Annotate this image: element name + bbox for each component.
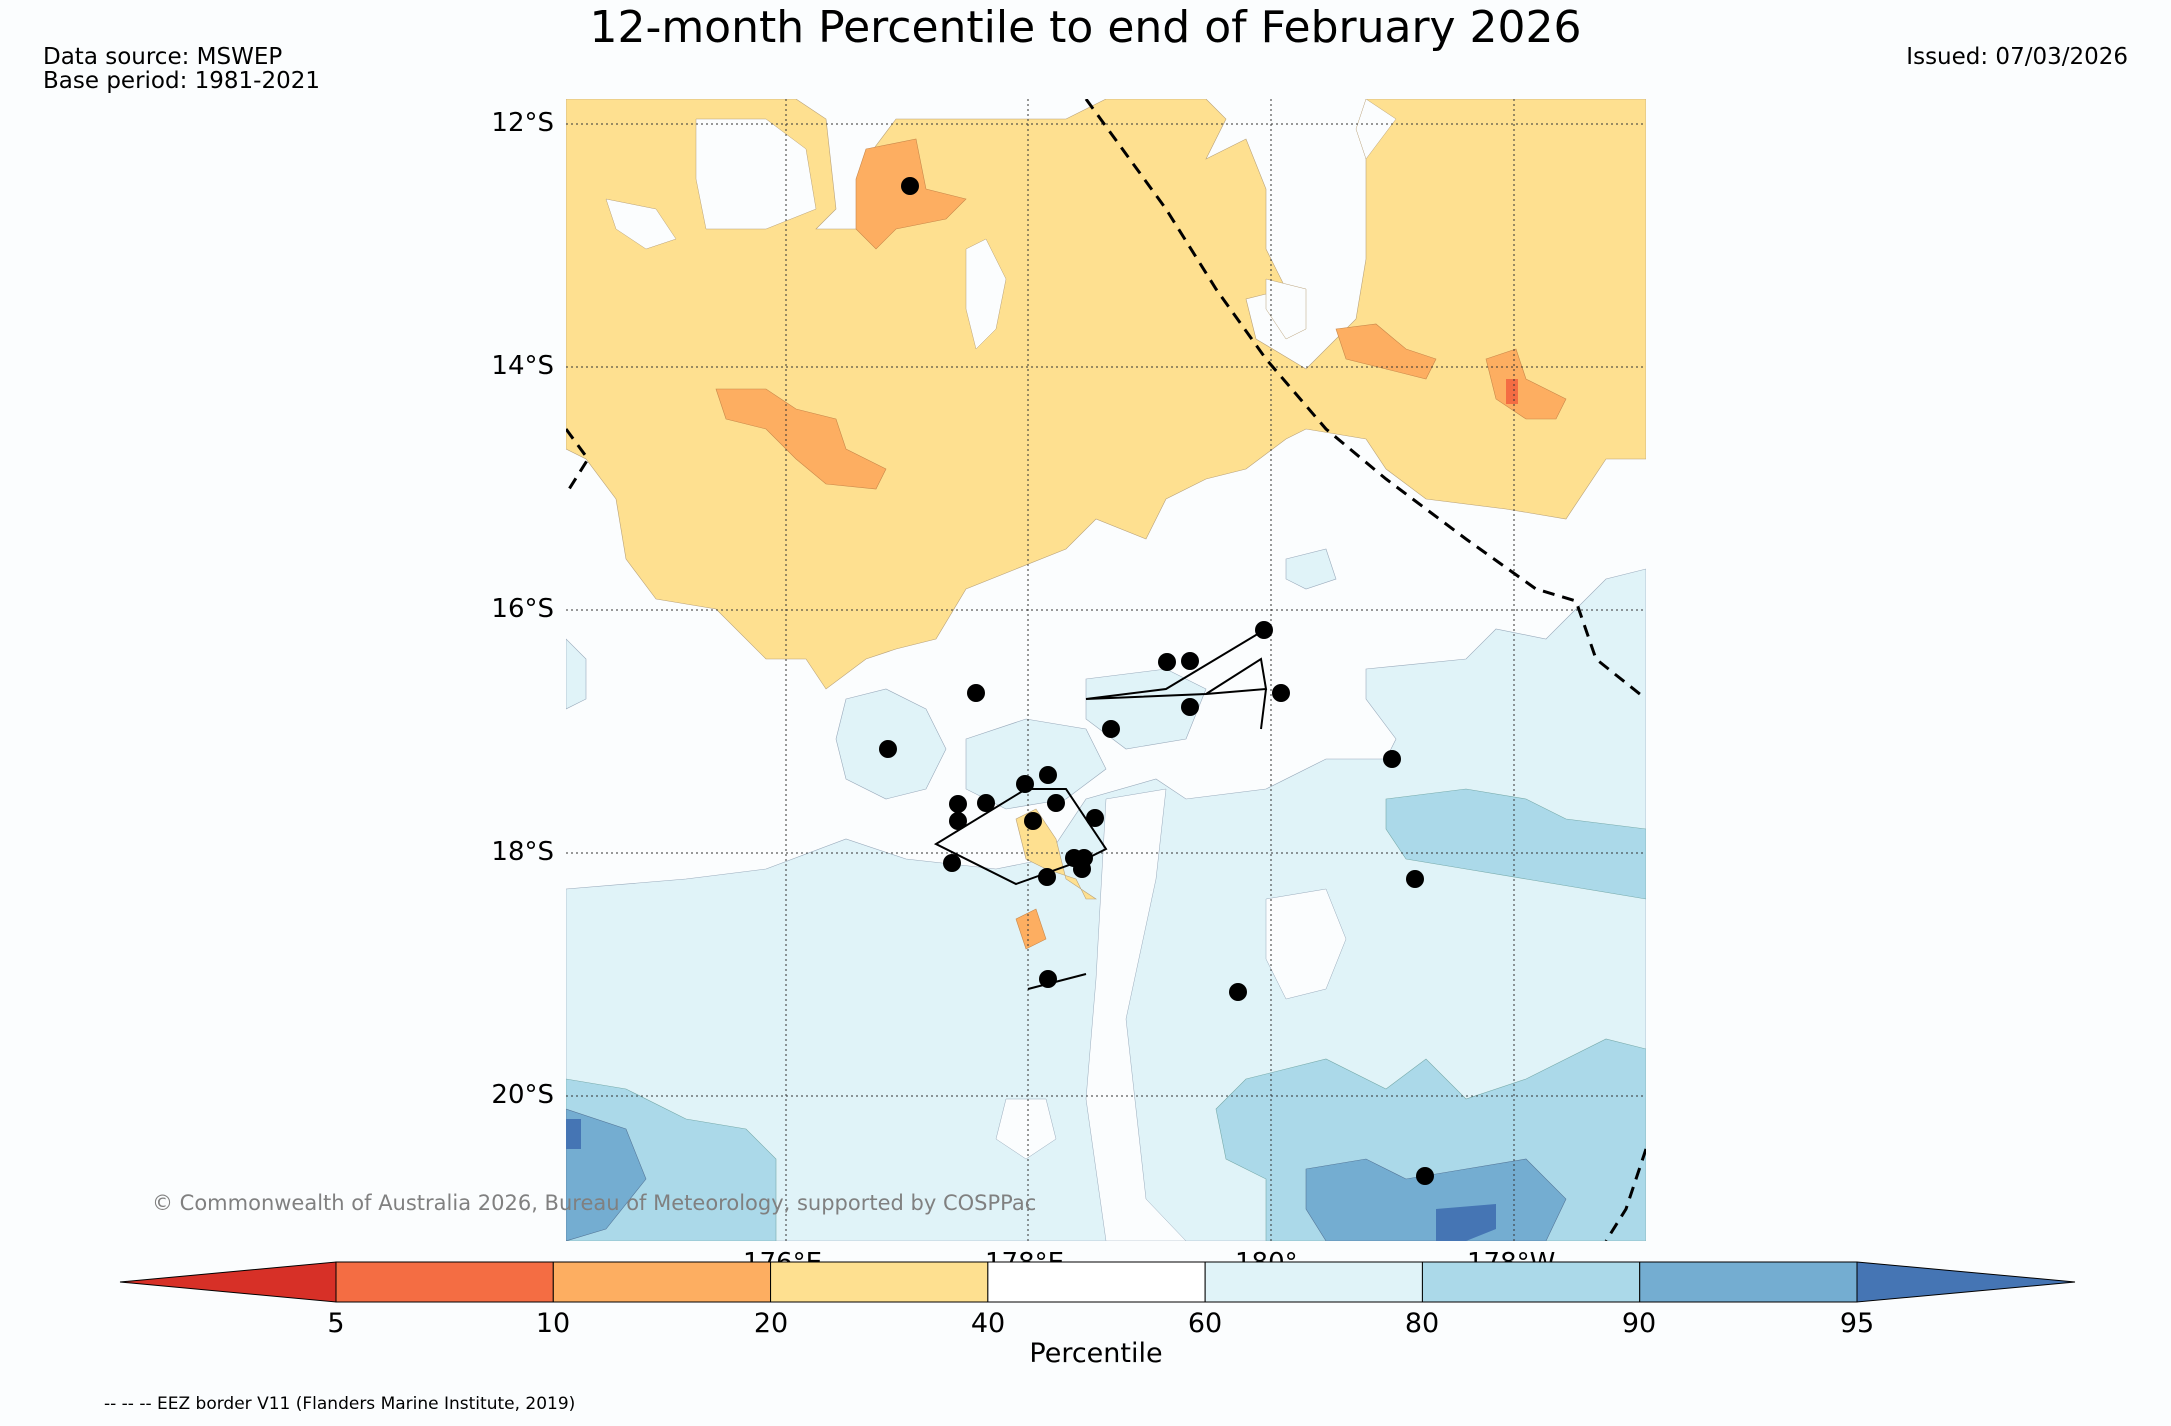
colorbar-bin bbox=[335, 1261, 554, 1303]
lat-label: 16°S bbox=[491, 594, 554, 624]
colorbar-bin bbox=[987, 1261, 1206, 1303]
eez-border bbox=[566, 99, 1646, 1241]
copyright-notice: © Commonwealth of Australia 2026, Bureau… bbox=[152, 1191, 1037, 1215]
colorbar-bin bbox=[1204, 1261, 1423, 1303]
zone-over-95 bbox=[566, 1119, 1496, 1241]
colorbar-tick-label: 90 bbox=[1621, 1308, 1657, 1339]
zone-40-60-pockets bbox=[995, 788, 1347, 1241]
base-period-label: Base period: 1981-2021 bbox=[43, 68, 321, 94]
graticule bbox=[566, 99, 1646, 1241]
zone-40-60-holes bbox=[605, 99, 1397, 350]
colorbar-label: Percentile bbox=[1029, 1338, 1163, 1369]
colorbar-tick-label: 40 bbox=[970, 1308, 1006, 1339]
lat-label: 12°S bbox=[491, 108, 554, 138]
lat-label: 20°S bbox=[491, 1080, 554, 1110]
colorbar-bin bbox=[770, 1261, 989, 1303]
colorbar-tick-label: 10 bbox=[535, 1308, 571, 1339]
lat-label: 14°S bbox=[491, 351, 554, 381]
colorbar-tick-label: 95 bbox=[1839, 1308, 1875, 1339]
colorbar-bin bbox=[1639, 1261, 1858, 1303]
colorbar-bins bbox=[119, 1261, 2076, 1303]
station-markers bbox=[879, 177, 1434, 1185]
issued-date-label: Issued: 07/03/2026 bbox=[1906, 44, 2128, 70]
colorbar-tick-label: 5 bbox=[327, 1308, 345, 1339]
zone-90-95 bbox=[566, 1108, 1567, 1241]
colorbar-bin bbox=[552, 1261, 772, 1303]
eez-legend-note: -- -- -- EEZ border V11 (Flanders Marine… bbox=[104, 1394, 576, 1414]
colorbar-bin bbox=[1421, 1261, 1641, 1303]
colorbar-tick-label: 80 bbox=[1404, 1308, 1440, 1339]
lat-label: 18°S bbox=[491, 837, 554, 867]
zone-5-10 bbox=[1506, 379, 1518, 404]
zone-20-40 bbox=[566, 99, 1646, 900]
colorbar-under-arrow bbox=[119, 1261, 337, 1303]
page-title: 12-month Percentile to end of February 2… bbox=[589, 2, 1582, 53]
colorbar-tick-label: 60 bbox=[1187, 1308, 1223, 1339]
colorbar-tick-label: 20 bbox=[753, 1308, 789, 1339]
percentile-map bbox=[566, 99, 1646, 1241]
data-source-label: Data source: MSWEP bbox=[43, 44, 283, 70]
colorbar-over-arrow bbox=[1856, 1261, 2076, 1303]
